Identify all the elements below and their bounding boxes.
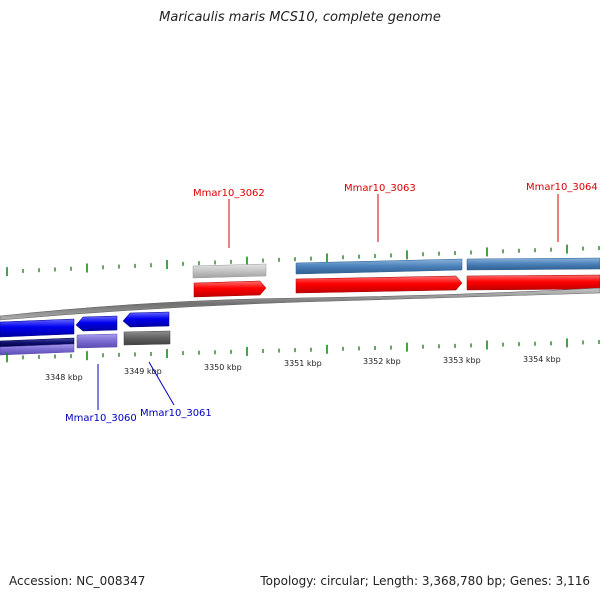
gene-label-mmar10-3063[interactable]: Mmar10_3063 xyxy=(344,183,416,194)
scale-label: 3352 kbp xyxy=(363,357,401,366)
gene-block-mmar10-3062[interactable] xyxy=(192,263,267,279)
leader-line xyxy=(148,361,175,406)
scale-label: 3349 kbp xyxy=(124,367,162,376)
gene-label-mmar10-3062[interactable]: Mmar10_3062 xyxy=(193,188,265,199)
forward-cds-track xyxy=(193,274,600,298)
reverse-gene-labels: Mmar10_3060 Mmar10_3061 xyxy=(65,361,212,424)
gene-block-mmar10-3063[interactable] xyxy=(295,258,463,275)
gene-block-mmar10-3060[interactable] xyxy=(76,333,118,349)
scale-label: 3348 kbp xyxy=(45,373,83,382)
page-title: Maricaulis maris MCS10, complete genome xyxy=(159,10,441,25)
scale-label: 3351 kbp xyxy=(284,359,322,368)
forward-gene-track xyxy=(192,257,600,279)
scale-label: 3350 kbp xyxy=(204,363,242,372)
cds-arrow-mmar10-3061[interactable] xyxy=(122,311,170,328)
cds-arrow-left-partial[interactable] xyxy=(0,318,75,338)
accession-label: Accession: NC_008347 xyxy=(9,574,146,588)
forward-gene-labels: Mmar10_3062 Mmar10_3063 Mmar10_3064 xyxy=(193,182,598,248)
reverse-cds-track xyxy=(0,311,170,338)
cds-arrow-mmar10-3063[interactable] xyxy=(295,275,463,294)
scale-label: 3353 kbp xyxy=(443,356,481,365)
gene-label-mmar10-3060[interactable]: Mmar10_3060 xyxy=(65,413,137,424)
gene-block-mmar10-3061[interactable] xyxy=(123,330,171,346)
gene-label-mmar10-3061[interactable]: Mmar10_3061 xyxy=(140,408,212,419)
topology-label: Topology: circular; Length: 3,368,780 bp… xyxy=(260,574,590,588)
scale-label: 3354 kbp xyxy=(523,355,561,364)
outer-scale-ticks xyxy=(6,244,600,277)
gene-label-mmar10-3064[interactable]: Mmar10_3064 xyxy=(526,182,598,193)
scale-labels: 3348 kbp 3349 kbp 3350 kbp 3351 kbp 3352… xyxy=(45,355,561,382)
genome-backbone xyxy=(0,287,600,321)
reverse-gene-track xyxy=(0,330,171,356)
cds-arrow-mmar10-3064[interactable] xyxy=(466,274,600,291)
cds-arrow-mmar10-3060[interactable] xyxy=(75,315,118,332)
gene-block-mmar10-3064[interactable] xyxy=(466,257,600,271)
inner-scale-ticks xyxy=(6,338,600,363)
cds-arrow-mmar10-3062[interactable] xyxy=(193,280,267,298)
gene-block-left-partial-lower[interactable] xyxy=(0,343,75,356)
